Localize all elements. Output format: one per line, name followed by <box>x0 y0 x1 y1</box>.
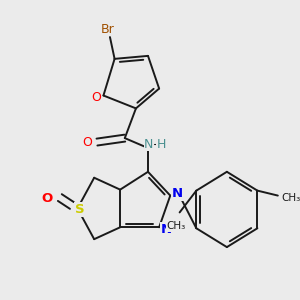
Text: N: N <box>172 187 183 200</box>
Text: O: O <box>41 192 52 205</box>
Text: H: H <box>156 138 166 151</box>
Text: N: N <box>144 138 154 151</box>
Text: CH₃: CH₃ <box>281 193 300 202</box>
Text: O: O <box>83 136 93 148</box>
Text: N: N <box>161 223 172 236</box>
Text: O: O <box>91 91 101 104</box>
Text: S: S <box>74 203 84 216</box>
Text: Br: Br <box>100 22 114 36</box>
Text: CH₃: CH₃ <box>166 221 185 231</box>
